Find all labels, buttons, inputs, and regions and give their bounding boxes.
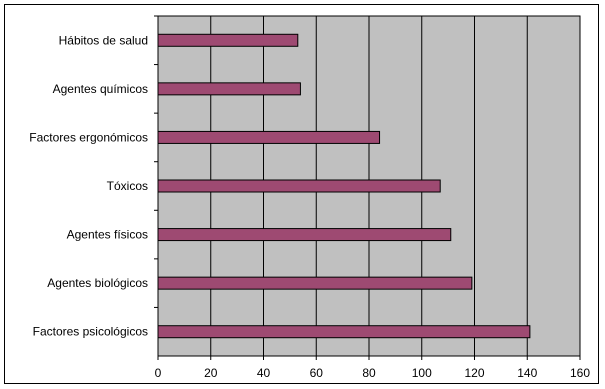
x-axis-ticks: 0 20 40 60 80 100 120 140 160 [155, 356, 590, 380]
x-tick-label: 120 [464, 366, 484, 380]
bar [157, 33, 299, 47]
bar [157, 130, 381, 144]
x-tick-label: 20 [204, 366, 218, 380]
x-tick-label: 80 [362, 366, 376, 380]
x-tick-label: 160 [570, 366, 590, 380]
x-tick-label: 60 [310, 366, 324, 380]
bar [157, 325, 531, 339]
category-label: Agentes biológicos [47, 276, 148, 290]
category-label: Factores psicológicos [33, 325, 148, 339]
category-labels: Hábitos de salud Agentes químicos Factores… [29, 15, 158, 339]
category-label: Hábitos de salud [59, 33, 148, 47]
category-label: Tóxicos [107, 179, 148, 193]
bar [157, 82, 301, 96]
category-label: Agentes físicos [67, 228, 148, 242]
x-tick-label: 40 [257, 366, 271, 380]
bar [157, 179, 441, 193]
bars [157, 33, 531, 339]
x-tick-label: 140 [517, 366, 537, 380]
x-tick-label: 0 [155, 366, 162, 380]
x-tick-label: 100 [412, 366, 432, 380]
category-label: Agentes químicos [53, 82, 148, 96]
bar [157, 276, 473, 290]
category-label: Factores ergonómicos [29, 130, 148, 144]
bar [157, 228, 452, 242]
